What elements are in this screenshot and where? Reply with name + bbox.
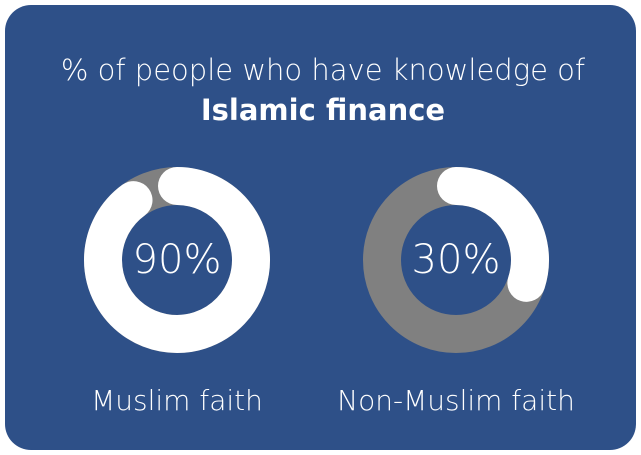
title-bold: Islamic finance (201, 93, 445, 127)
category-label: Non-Muslim faith (337, 384, 575, 417)
title: % of people who have knowledge of (61, 53, 586, 87)
donut-arc (437, 167, 549, 302)
value-label: 90% (133, 237, 222, 283)
category-label: Muslim faith (91, 384, 263, 417)
donut-arc (84, 167, 270, 353)
value-label: 30% (412, 237, 501, 283)
